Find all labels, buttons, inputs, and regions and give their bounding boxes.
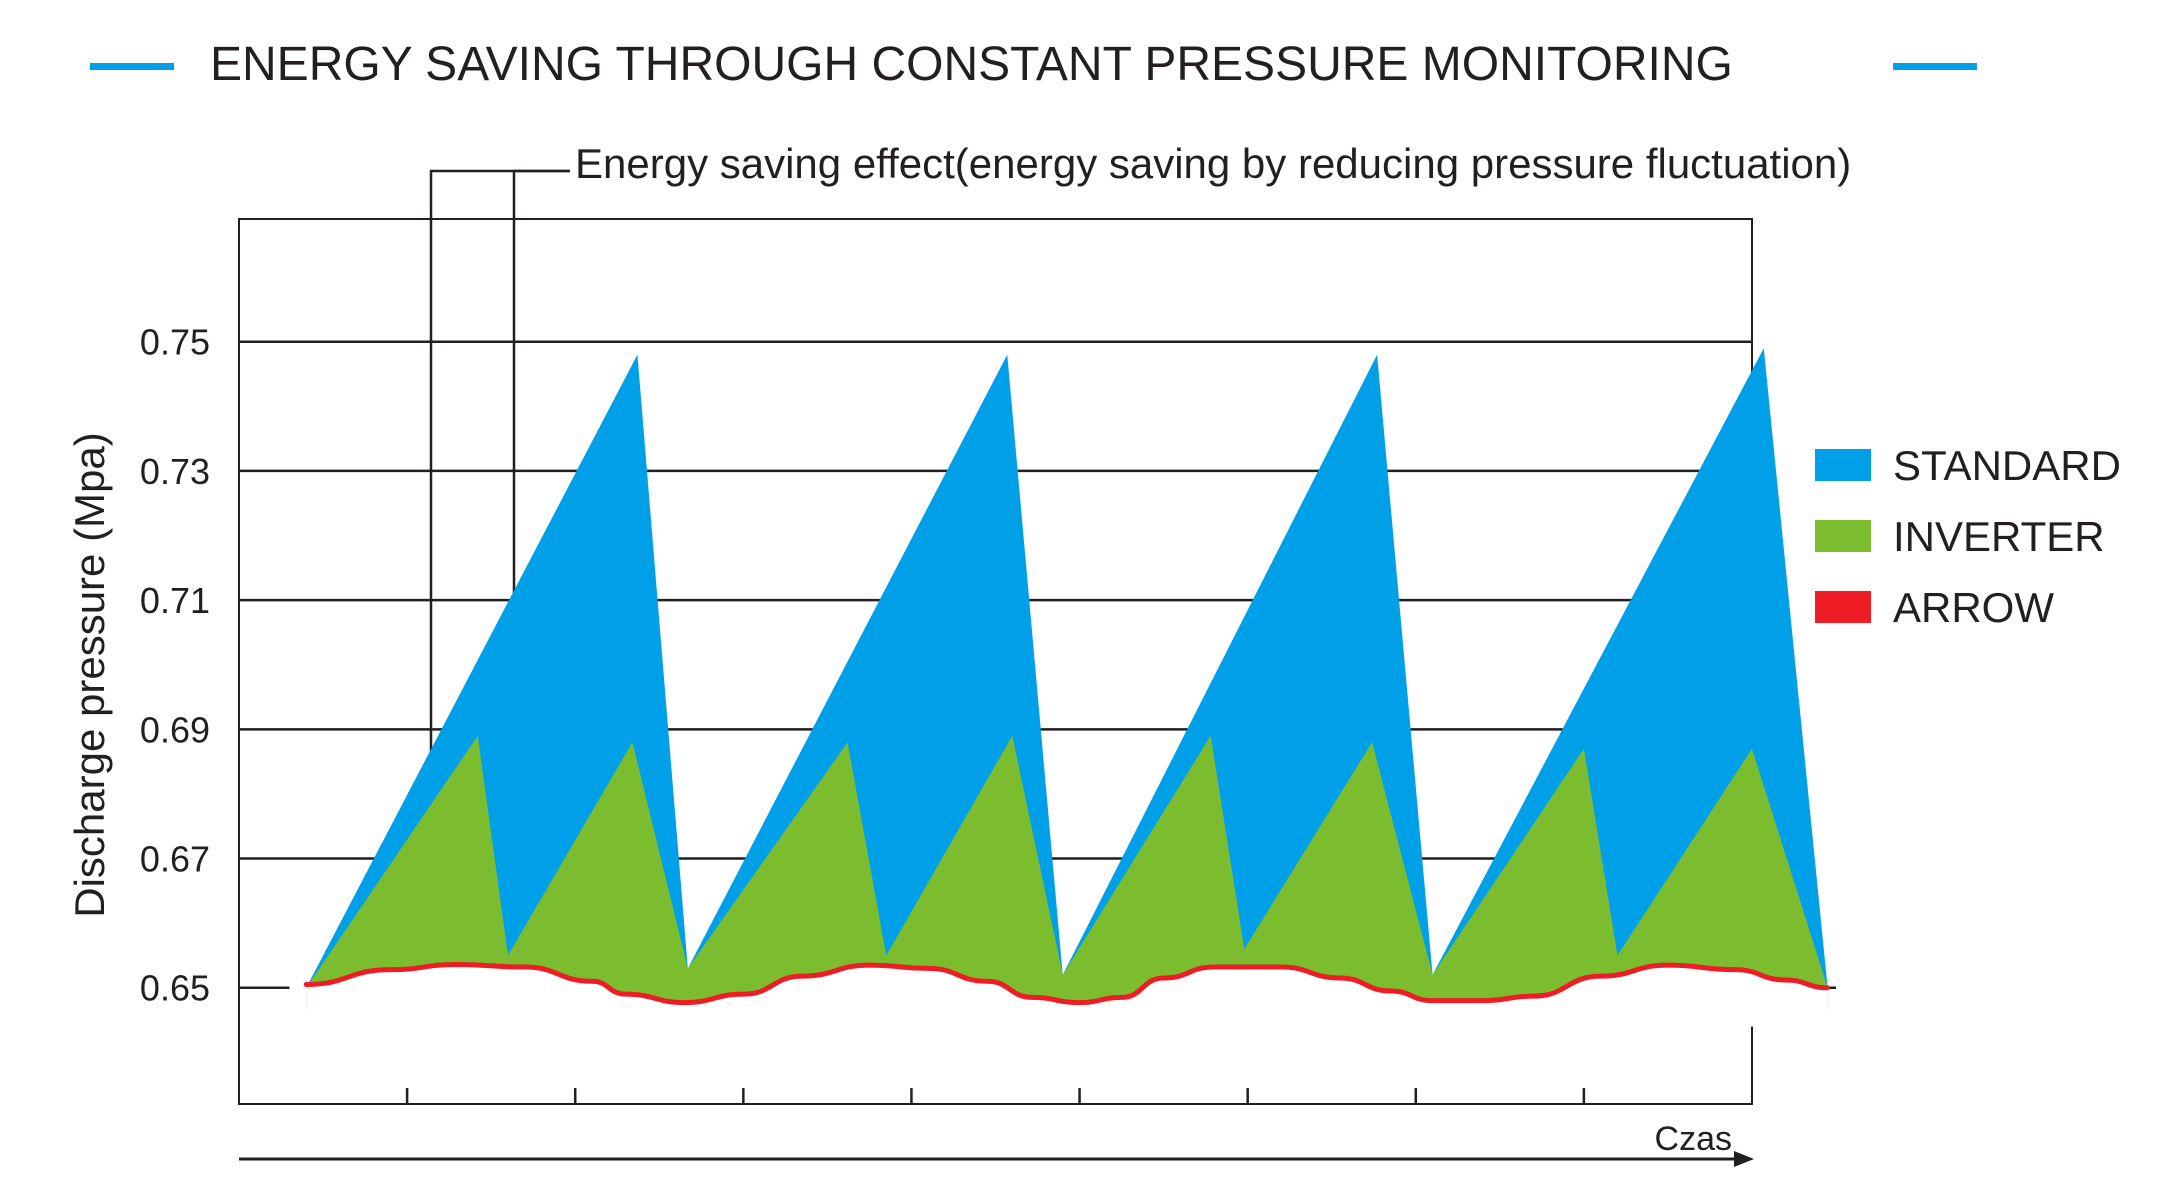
y-tick-label: 0.73 <box>140 451 210 492</box>
legend-swatch-arrow <box>1815 591 1871 623</box>
title-group: ENERGY SAVING THROUGH CONSTANT PRESSURE … <box>90 38 1977 91</box>
arrow-line <box>303 961 1831 1006</box>
y-tick-label: 0.67 <box>140 839 210 880</box>
arrow-series-layer <box>303 961 1831 1027</box>
time-arrow-head <box>1734 1151 1754 1167</box>
arrow-mask <box>306 964 1828 1027</box>
legend-label-inverter: INVERTER <box>1893 513 2105 560</box>
annotation-leader <box>429 169 570 865</box>
y-tick-label: 0.75 <box>140 322 210 363</box>
y-tick-label: 0.65 <box>140 968 210 1009</box>
legend-label-arrow: ARROW <box>1893 584 2054 631</box>
annotation-text: Energy saving effect(energy saving by re… <box>575 140 1851 187</box>
legend: STANDARD INVERTER ARROW <box>1815 442 2121 631</box>
y-tick-label: 0.71 <box>140 580 210 621</box>
title-accent-left <box>90 63 174 70</box>
y-axis-label: Discharge pressure (Mpa) <box>66 432 113 918</box>
annotation-leader-inner <box>512 169 570 597</box>
title-accent-right <box>1893 63 1977 70</box>
y-tick-labels: 0.75 0.73 0.71 0.69 0.67 0.65 <box>140 322 210 1009</box>
legend-swatch-inverter <box>1815 520 1871 552</box>
legend-swatch-standard <box>1815 449 1871 481</box>
chart-title: ENERGY SAVING THROUGH CONSTANT PRESSURE … <box>210 38 1733 91</box>
legend-label-standard: STANDARD <box>1893 442 2121 489</box>
x-axis-label: Czas <box>1655 1120 1732 1158</box>
y-tick-label: 0.69 <box>140 709 210 750</box>
series-areas <box>306 348 1828 1011</box>
x-ticks <box>405 1088 1586 1104</box>
